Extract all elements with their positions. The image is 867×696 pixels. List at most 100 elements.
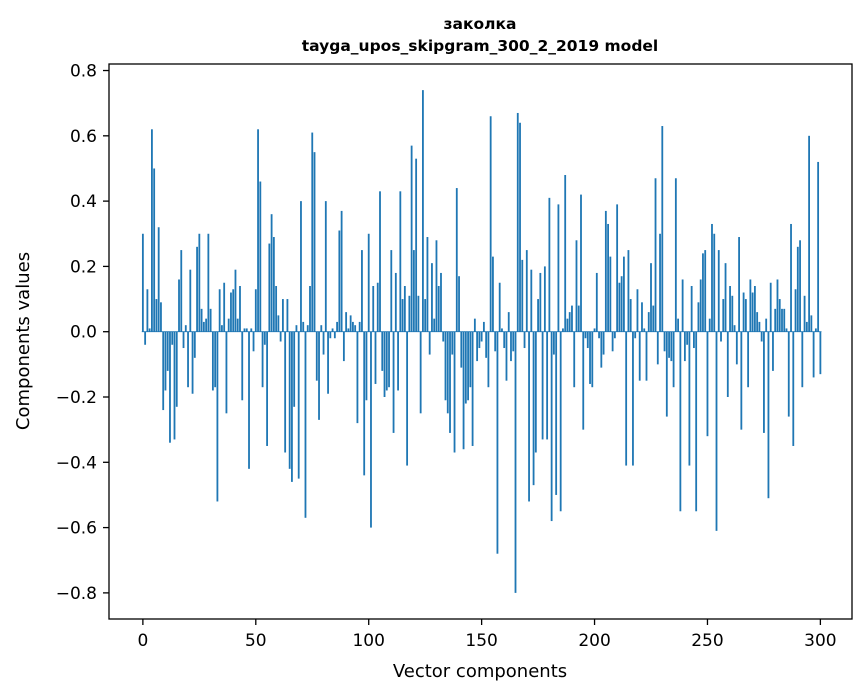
bar-59	[275, 286, 278, 332]
bar-140	[458, 276, 460, 332]
bar-274	[760, 331, 763, 342]
bar-66	[291, 331, 293, 482]
bar-43	[239, 286, 241, 332]
bar-116	[403, 286, 406, 332]
bar-269	[749, 279, 752, 332]
bar-45	[243, 328, 246, 332]
bar-163	[510, 331, 512, 362]
bar-123	[419, 331, 422, 414]
bar-64	[286, 299, 289, 332]
bar-107	[383, 331, 386, 397]
bar-158	[498, 282, 501, 332]
bar-179	[546, 331, 549, 440]
bar-176	[539, 272, 542, 332]
y-tick-label-8: 0.8	[70, 62, 97, 82]
y-tick-label-2: −0.4	[56, 453, 97, 473]
bar-294	[805, 321, 808, 332]
bar-0	[141, 233, 144, 332]
bar-126	[426, 237, 429, 332]
bar-86	[336, 321, 338, 332]
bar-31	[211, 331, 214, 391]
bar-92	[349, 315, 352, 332]
bar-60	[277, 315, 280, 332]
bar-242	[688, 331, 691, 466]
bar-143	[464, 331, 467, 404]
y-tick-label-4: 0.0	[70, 323, 97, 343]
bar-20	[187, 331, 189, 388]
bar-271	[753, 286, 756, 332]
bar-205	[604, 210, 607, 332]
bar-202	[598, 331, 600, 339]
bar-252	[711, 223, 713, 332]
bar-77	[315, 331, 318, 381]
bar-291	[799, 240, 801, 332]
bar-141	[460, 331, 463, 368]
x-axis-label: Vector components	[393, 661, 567, 682]
bar-94	[354, 325, 357, 332]
bar-150	[480, 331, 483, 342]
bar-52	[259, 181, 262, 332]
bar-58	[272, 237, 275, 332]
bar-157	[496, 331, 499, 554]
bar-263	[735, 331, 738, 365]
bar-19	[184, 325, 187, 332]
bar-106	[381, 331, 384, 371]
bar-288	[792, 331, 795, 446]
bar-278	[769, 282, 772, 332]
bar-204	[602, 331, 605, 355]
bar-144	[467, 331, 469, 401]
bar-185	[559, 331, 562, 512]
bar-265	[740, 331, 743, 430]
bar-153	[487, 331, 490, 388]
bar-117	[406, 331, 409, 466]
bar-154	[489, 116, 492, 332]
bar-168	[521, 259, 524, 332]
bar-146	[471, 331, 474, 446]
x-tick-label-0: 0	[137, 631, 148, 651]
bar-156	[494, 331, 497, 352]
bar-112	[394, 272, 397, 332]
bar-48	[250, 328, 253, 332]
bar-47	[248, 331, 250, 469]
bar-286	[787, 331, 790, 417]
bar-255	[717, 250, 720, 332]
bar-280	[774, 308, 777, 332]
bar-225	[650, 263, 652, 332]
chart-subtitle: tayga_upos_skipgram_300_2_2019 model	[302, 37, 659, 55]
bar-234	[670, 331, 673, 362]
bar-162	[507, 312, 510, 332]
bar-46	[245, 328, 248, 332]
bar-243	[690, 286, 693, 332]
bar-78	[318, 331, 320, 420]
bar-96	[358, 321, 361, 332]
bar-120	[412, 250, 415, 332]
bar-213	[623, 256, 625, 332]
bar-104	[376, 282, 379, 332]
bar-125	[424, 299, 427, 332]
bar-88	[340, 210, 343, 332]
bar-231	[663, 331, 666, 352]
bar-3	[148, 328, 151, 332]
bar-5	[153, 168, 156, 332]
bar-30	[209, 308, 212, 332]
bar-73	[306, 325, 309, 332]
bar-27	[202, 321, 205, 332]
bar-149	[478, 331, 481, 349]
bar-4	[151, 129, 153, 332]
bar-197	[586, 331, 589, 349]
bar-17	[180, 250, 183, 332]
bar-151	[482, 321, 485, 332]
plot-frame	[108, 63, 853, 620]
bar-221	[641, 302, 643, 332]
bar-127	[428, 331, 431, 355]
bar-101	[370, 331, 372, 528]
bar-247	[699, 279, 702, 332]
bar-248	[702, 253, 704, 332]
bar-164	[512, 331, 515, 352]
y-tick-label-5: 0.2	[70, 257, 97, 277]
bar-191	[573, 331, 576, 388]
bar-186	[562, 328, 564, 332]
bar-227	[654, 178, 657, 332]
bar-115	[401, 299, 404, 332]
bar-295	[808, 135, 810, 332]
